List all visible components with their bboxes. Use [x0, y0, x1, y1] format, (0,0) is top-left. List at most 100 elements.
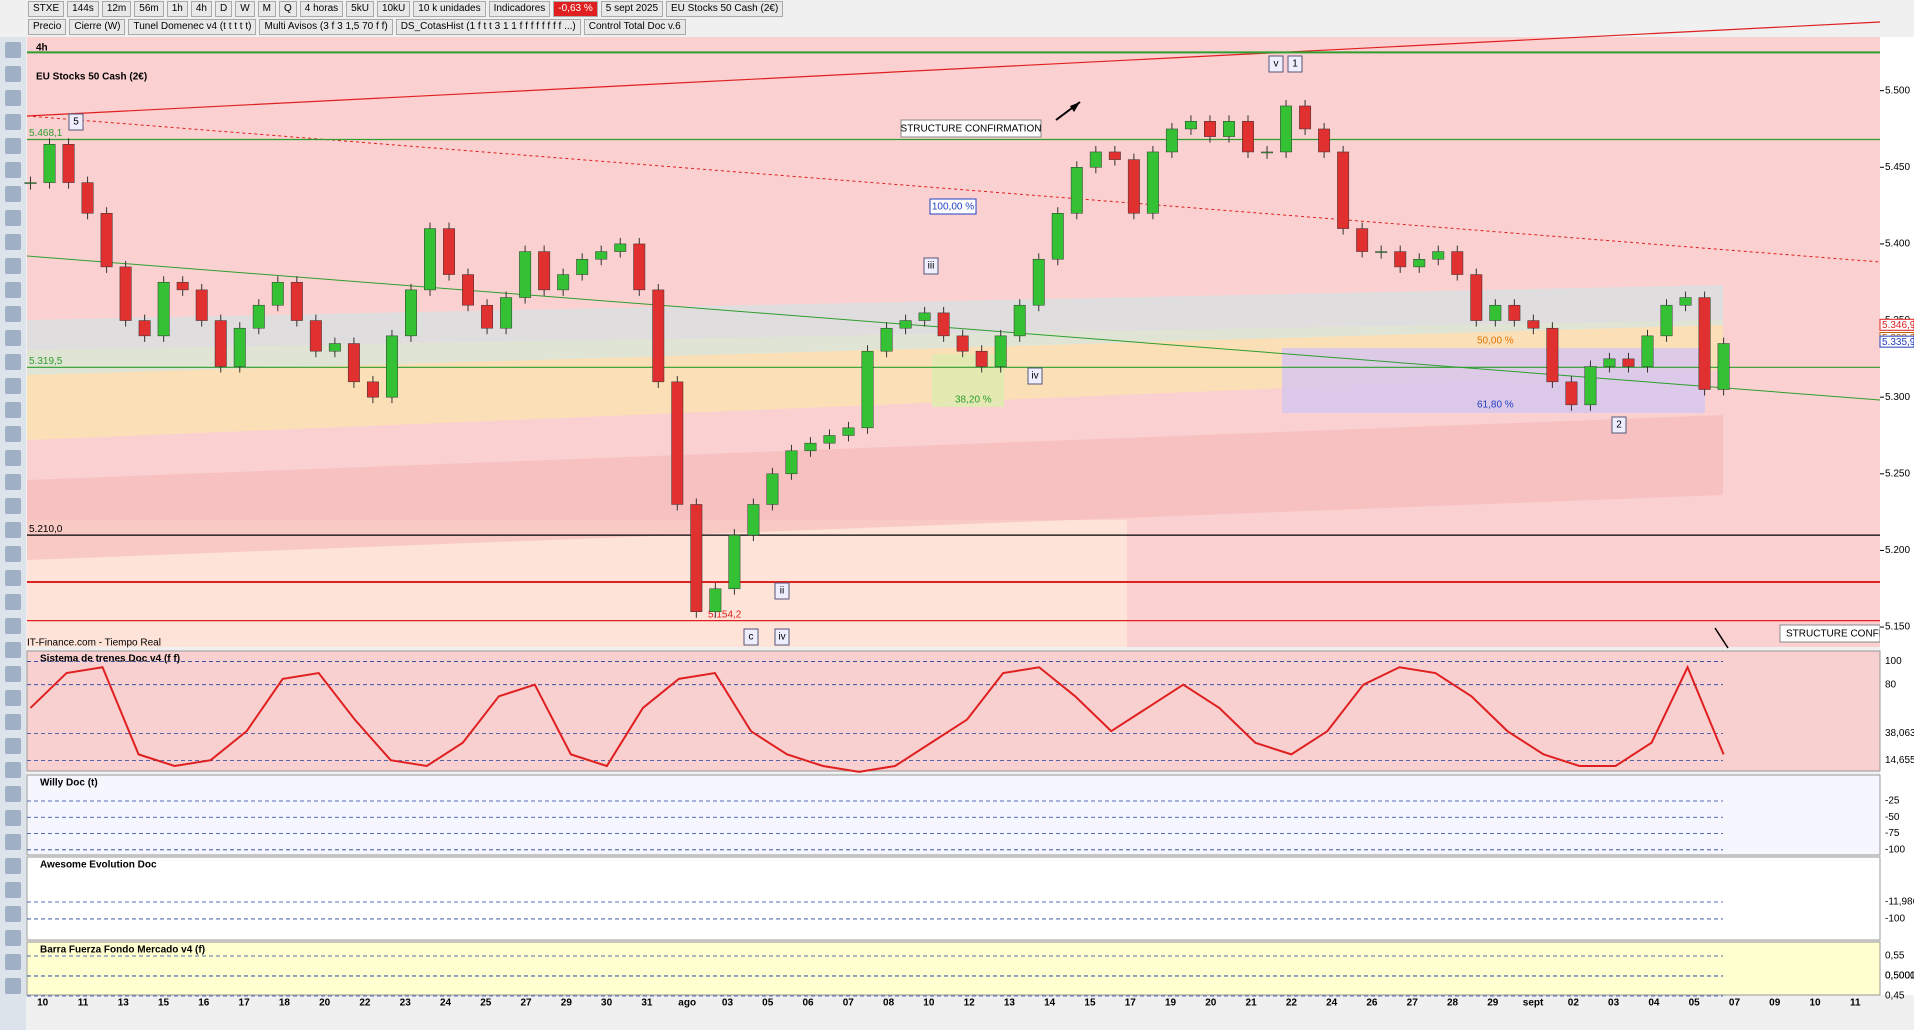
candle: [1108, 151, 1121, 160]
tool-icon[interactable]: [5, 834, 21, 850]
toolbar-item[interactable]: -0,63 %: [553, 0, 598, 17]
toolbar-item[interactable]: D: [214, 0, 233, 17]
tool-icon[interactable]: [5, 498, 21, 514]
toolbar-item[interactable]: EU Stocks 50 Cash (2€): [666, 0, 784, 17]
toolbar-item[interactable]: DS_CotasHist (1 f t t 3 1 1 f f f f f f …: [395, 18, 581, 35]
candle: [1641, 335, 1654, 367]
x-tick-label: 21: [1246, 998, 1258, 1009]
candle: [1527, 320, 1540, 329]
x-tick-label: 22: [1286, 998, 1298, 1009]
toolbar-item[interactable]: 4h: [190, 0, 212, 17]
wave-label: iv: [1031, 371, 1038, 382]
toolbar-item[interactable]: Multi Avisos (3 f 3 1,5 70 f f): [259, 18, 393, 35]
candle: [1394, 251, 1407, 268]
toolbar-item[interactable]: Indicadores: [488, 0, 551, 17]
tool-icon[interactable]: [5, 306, 21, 322]
y-tick-label: 5.450: [1885, 162, 1910, 173]
tool-icon[interactable]: [5, 66, 21, 82]
tool-icon[interactable]: [5, 42, 21, 58]
toolbar-item[interactable]: 5 sept 2025: [600, 0, 664, 17]
candle: [290, 281, 303, 321]
wave-box: [923, 257, 939, 275]
tool-icon[interactable]: [5, 186, 21, 202]
toolbar-item[interactable]: Q: [279, 0, 297, 17]
candle: [1318, 128, 1331, 153]
toolbar-item[interactable]: STXE: [28, 0, 65, 17]
tool-icon[interactable]: [5, 882, 21, 898]
tool-icon[interactable]: [5, 906, 21, 922]
tool-icon[interactable]: [5, 810, 21, 826]
tool-icon[interactable]: [5, 426, 21, 442]
toolbar-item[interactable]: M: [257, 0, 276, 17]
tool-icon[interactable]: [5, 666, 21, 682]
toolbar-item[interactable]: 10kU: [376, 0, 411, 17]
tool-icon[interactable]: [5, 618, 21, 634]
tool-icon[interactable]: [5, 234, 21, 250]
tool-icon[interactable]: [5, 954, 21, 970]
candle: [519, 251, 532, 298]
candle: [385, 335, 398, 398]
tool-icon[interactable]: [5, 738, 21, 754]
tool-icon[interactable]: [5, 930, 21, 946]
x-tick-label: 09: [1769, 998, 1781, 1009]
panel-tick-label: 100: [1885, 656, 1902, 667]
candle: [1223, 121, 1235, 137]
toolbar-row: Precio Cierre (W) Tunel Domenec v4 (t t t …: [28, 18, 686, 35]
tool-icon[interactable]: [5, 570, 21, 586]
tool-icon[interactable]: [5, 378, 21, 394]
wave-label: v: [1274, 59, 1279, 70]
tool-icon[interactable]: [5, 282, 21, 298]
toolbar-item[interactable]: W: [235, 0, 255, 17]
x-tick-label: 13: [118, 998, 130, 1009]
candle: [633, 243, 646, 291]
annotation: STRUCTURE CONFIRMATION: [901, 124, 1042, 135]
tool-icon[interactable]: [5, 978, 21, 994]
wave-box: [774, 582, 790, 600]
wave-label: 1: [1292, 59, 1298, 70]
tool-icon[interactable]: [5, 210, 21, 226]
toolbar-item[interactable]: Control Total Doc v.6: [583, 18, 686, 35]
tool-icon[interactable]: [5, 714, 21, 730]
tool-icon[interactable]: [5, 474, 21, 490]
toolbar-item[interactable]: 5kU: [346, 0, 374, 17]
label-box: [929, 198, 977, 215]
candle: [823, 435, 836, 444]
toolbar-item[interactable]: 10 k unidades: [413, 0, 486, 17]
tool-icon[interactable]: [5, 546, 21, 562]
tool-icon[interactable]: [5, 690, 21, 706]
tool-icon[interactable]: [5, 354, 21, 370]
candle: [1184, 121, 1197, 130]
tool-icon[interactable]: [5, 330, 21, 346]
tool-icon[interactable]: [5, 858, 21, 874]
tool-icon[interactable]: [5, 642, 21, 658]
candle: [1603, 358, 1616, 367]
wave-box: [1611, 416, 1627, 434]
tool-icon[interactable]: [5, 450, 21, 466]
toolbar-item[interactable]: Cierre (W): [69, 18, 126, 35]
x-tick-label: 27: [1407, 998, 1419, 1009]
tool-icon[interactable]: [5, 522, 21, 538]
price-axis: [1880, 37, 1914, 995]
wave-label: 5: [73, 117, 79, 128]
candle: [62, 144, 75, 183]
panel: [26, 856, 1881, 941]
panel-tick-label: -25: [1885, 796, 1900, 807]
tool-icon[interactable]: [5, 138, 21, 154]
tool-icon[interactable]: [5, 594, 21, 610]
toolbar-item[interactable]: 144s: [67, 0, 99, 17]
tool-icon[interactable]: [5, 402, 21, 418]
toolbar-item[interactable]: Precio: [28, 18, 67, 35]
toolbar-item[interactable]: 12m: [101, 0, 132, 17]
toolbar-item[interactable]: 4 horas: [299, 0, 344, 17]
tool-icon[interactable]: [5, 786, 21, 802]
tool-icon[interactable]: [5, 162, 21, 178]
toolbar-item[interactable]: Tunel Domenec v4 (t t t t t): [128, 18, 257, 35]
candle: [1565, 381, 1578, 406]
toolbar-item[interactable]: 56m: [134, 0, 164, 17]
tool-icon[interactable]: [5, 258, 21, 274]
toolbar-item[interactable]: 1h: [166, 0, 188, 17]
tool-icon[interactable]: [5, 90, 21, 106]
candle: [880, 327, 893, 352]
tool-icon[interactable]: [5, 114, 21, 130]
tool-icon[interactable]: [5, 762, 21, 778]
